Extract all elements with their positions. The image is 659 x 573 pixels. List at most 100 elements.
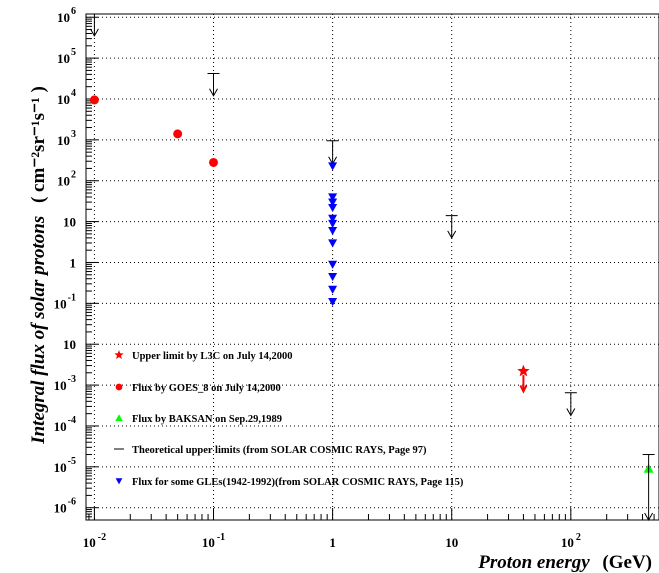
y-tick-base: 10 <box>57 51 70 66</box>
y-tick-base: 10 <box>54 501 67 516</box>
triangle-down-point <box>328 273 338 282</box>
triangle-down-point <box>328 198 338 207</box>
upper-limit-point <box>207 73 220 97</box>
y-tick-exponent: 2 <box>71 170 76 181</box>
x-tick-label: 10 <box>445 535 458 550</box>
y-tick-exponent: 4 <box>71 88 76 99</box>
y-tick-label: 104 <box>57 88 76 107</box>
arrow-head <box>89 28 99 37</box>
y-axis-title: Integral flux of solar protons ( cm⁻²sr⁻… <box>28 86 49 445</box>
y-tick-base: 10 <box>54 419 67 434</box>
y-tick-label: 10-3 <box>54 374 76 393</box>
legend-label: Flux by BAKSAN on Sep.29,1989 <box>132 414 282 425</box>
x-tick-base: 10 <box>561 535 574 550</box>
x-axis-unit: (GeV) <box>602 552 652 573</box>
y-tick-label: 10-5 <box>54 456 76 475</box>
y-tick-base: 10 <box>54 378 67 393</box>
triangle-down-point <box>328 260 338 269</box>
x-tick-exponent: -1 <box>217 532 225 543</box>
arrow-head <box>644 512 654 522</box>
y-tick-exponent: -4 <box>68 415 76 426</box>
y-tick-base: 10 <box>54 460 67 475</box>
legend-label: Theoretical upper limits (from SOLAR COS… <box>132 445 427 456</box>
x-tick-label: 10 -2 <box>83 532 106 550</box>
y-tick-exponent: -5 <box>68 456 76 467</box>
arrow-head <box>209 88 218 97</box>
x-tick-base: 1 <box>329 535 336 550</box>
upper-limit-point <box>88 13 101 37</box>
x-tick-exponent: -2 <box>98 532 106 543</box>
circle-point <box>89 95 99 105</box>
legend-label: Flux by GOES_8 on July 14,2000 <box>132 383 281 394</box>
y-tick-label: 10-4 <box>54 415 76 434</box>
y-tick-base: 10 <box>63 215 76 230</box>
x-tick-exponent: 2 <box>576 532 581 543</box>
axis-ticks <box>86 16 655 520</box>
plot-frame <box>85 13 659 521</box>
y-tick-label: 103 <box>57 129 76 148</box>
legend-entry: Flux for some GLEs(1942-1992)(from SOLAR… <box>115 477 464 488</box>
circle-point <box>173 129 183 139</box>
y-tick-exponent: 6 <box>71 6 76 17</box>
legend-label: Flux for some GLEs(1942-1992)(from SOLAR… <box>132 477 464 488</box>
y-axis-label: Integral flux of solar protons <box>28 216 49 445</box>
circle-point <box>209 157 219 167</box>
x-tick-label: 1 <box>329 535 336 550</box>
y-tick-label: 10 <box>63 215 76 230</box>
y-tick-exponent: 3 <box>71 129 76 140</box>
y-tick-label: 105 <box>57 47 76 66</box>
triangle-down-point <box>328 203 338 213</box>
upper-limit-point <box>445 215 458 239</box>
x-tick-base: 10 <box>202 535 215 550</box>
limit-arrow <box>519 375 528 394</box>
arrow-head <box>447 230 457 239</box>
data-marks <box>88 13 655 522</box>
y-tick-label: 106 <box>57 6 76 25</box>
upper-limit-point <box>642 454 655 522</box>
x-tick-label: 10 -1 <box>202 532 225 550</box>
x-axis-label: Proton energy <box>477 552 590 573</box>
y-tick-label: 10 <box>63 337 76 352</box>
y-tick-base: 10 <box>63 337 76 352</box>
y-tick-base: 10 <box>57 174 70 189</box>
tick-labels: 10 -2 10 -1 1 10 10 210610510410310210110-11010… <box>54 6 581 550</box>
triangle-down-point <box>328 298 338 307</box>
legend-entry: Upper limit by L3C on July 14,2000 <box>114 350 293 362</box>
y-tick-exponent: 5 <box>71 47 76 58</box>
triangle-down-point <box>328 239 338 248</box>
triangle-down-point <box>328 285 338 294</box>
triangle-down-point <box>328 214 338 223</box>
arrow-head <box>566 408 576 417</box>
upper-limit-point <box>326 140 339 165</box>
y-axis-unit: ( cm⁻²sr⁻¹s⁻¹ ) <box>28 86 49 203</box>
triangle-down-point <box>328 162 338 171</box>
legend-entry: Flux by BAKSAN on Sep.29,1989 <box>115 414 282 425</box>
x-tick-base: 10 <box>83 535 96 550</box>
legend-label: Upper limit by L3C on July 14,2000 <box>132 351 293 362</box>
y-tick-base: 10 <box>57 10 70 25</box>
x-tick-base: 10 <box>445 535 458 550</box>
y-tick-label: 1 <box>70 255 77 270</box>
y-tick-base: 10 <box>57 133 70 148</box>
legend-entry: Flux by GOES_8 on July 14,2000 <box>115 383 281 394</box>
legend-swatch-triangle-up <box>115 414 123 421</box>
legend: Upper limit by L3C on July 14,2000 Flux b… <box>114 350 464 488</box>
legend-swatch-star <box>114 350 124 359</box>
y-tick-base: 1 <box>70 255 77 270</box>
y-tick-label: 102 <box>57 170 76 189</box>
arrow-head <box>519 384 528 394</box>
y-tick-label: 10-6 <box>54 497 76 516</box>
triangle-down-point <box>328 193 338 202</box>
x-axis-title: Proton energy (GeV) <box>477 552 652 573</box>
y-tick-exponent: -6 <box>68 497 76 508</box>
triangle-down-point <box>328 227 338 236</box>
star-point <box>517 364 530 377</box>
upper-limit-point <box>564 392 577 417</box>
triangle-down-point <box>328 219 338 228</box>
legend-swatch-circle <box>115 383 123 391</box>
legend-entry: Theoretical upper limits (from SOLAR COS… <box>114 445 427 456</box>
x-tick-label: 10 2 <box>561 532 581 550</box>
y-tick-label: 10-1 <box>54 292 76 311</box>
y-tick-exponent: -1 <box>68 292 76 303</box>
